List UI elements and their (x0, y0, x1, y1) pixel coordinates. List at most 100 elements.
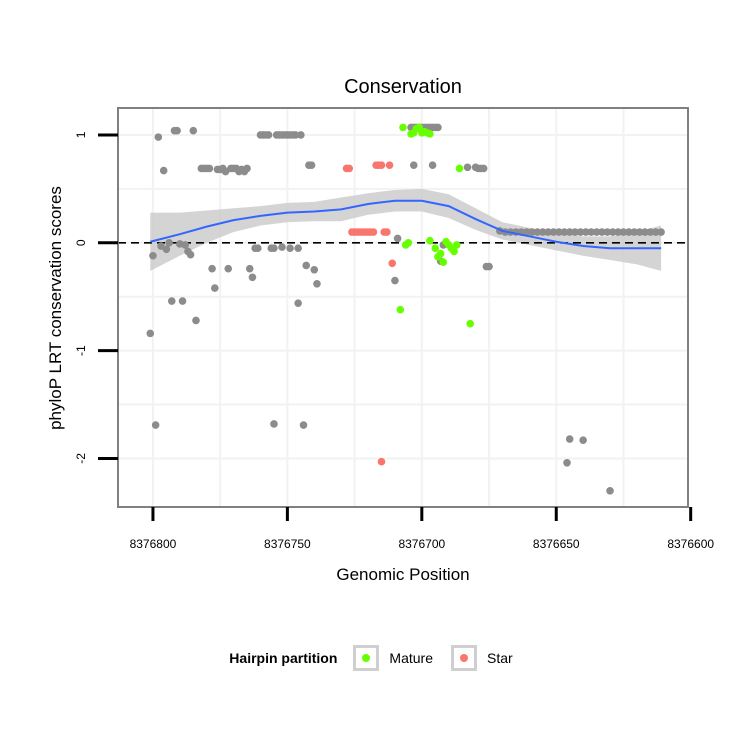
point-other (192, 316, 200, 325)
point-other (313, 279, 321, 288)
point-other (167, 297, 176, 305)
point-mature (455, 164, 464, 173)
point-other (522, 228, 531, 236)
point-other (619, 228, 628, 236)
point-other (565, 435, 574, 443)
chart-title: Conservation (344, 76, 462, 98)
point-other (549, 228, 558, 236)
point-other (428, 161, 437, 169)
point-other (565, 228, 574, 236)
y-axis-label: phyloP LRT conservation scores (46, 186, 65, 430)
point-other (393, 234, 402, 243)
point-mature (426, 130, 434, 138)
point-other (178, 297, 187, 305)
point-star (377, 457, 386, 466)
legend-key-star (451, 645, 477, 671)
point-other (270, 420, 278, 428)
point-star (385, 161, 394, 169)
point-other (146, 329, 155, 338)
point-other (463, 163, 472, 172)
y-tick-label: 1 (74, 131, 88, 138)
point-other (592, 228, 601, 236)
point-other (606, 487, 614, 495)
point-other (286, 244, 294, 252)
point-mature (396, 305, 405, 314)
point-other (307, 161, 316, 169)
legend-dot-star (460, 654, 468, 662)
point-other (391, 276, 399, 285)
chart-svg: Conservation 8376800 8376750 8376700 837665… (46, 76, 714, 584)
point-other (248, 273, 257, 282)
point-star (369, 228, 378, 236)
y-tick-label: 0 (74, 239, 88, 246)
point-star (383, 228, 391, 236)
x-tick-label: 8376750 (264, 537, 311, 551)
point-other (186, 250, 195, 259)
point-other (625, 228, 633, 236)
point-other (563, 458, 571, 467)
point-other (208, 264, 216, 273)
point-mature (466, 319, 475, 328)
point-other (641, 228, 649, 236)
point-other (651, 228, 660, 236)
point-mature (431, 244, 440, 252)
x-tick-label: 8376700 (398, 537, 445, 551)
point-other (635, 228, 644, 236)
point-other (151, 421, 160, 429)
point-other (270, 244, 278, 252)
point-mature (399, 123, 407, 132)
point-other (571, 228, 579, 236)
point-star (345, 164, 354, 173)
point-mature (436, 249, 445, 258)
point-other (159, 166, 168, 175)
point-other (560, 228, 569, 236)
point-other (528, 228, 536, 236)
point-other (479, 164, 488, 173)
point-other (254, 244, 262, 252)
point-other (210, 284, 219, 292)
y-tick-label: -2 (74, 453, 88, 464)
point-other (297, 131, 305, 139)
x-tick-label: 8376600 (667, 537, 714, 551)
legend-title: Hairpin partition (229, 650, 338, 666)
point-other (299, 421, 308, 429)
confidence-ribbon (150, 188, 662, 271)
point-other (587, 228, 596, 236)
point-other (533, 228, 542, 236)
point-other (608, 228, 617, 236)
point-star (377, 161, 386, 169)
point-other (614, 228, 622, 236)
legend-label-mature: Mature (389, 650, 433, 666)
point-other (173, 126, 181, 135)
point-other (598, 228, 606, 236)
point-mature (439, 258, 448, 267)
point-other (582, 228, 590, 236)
x-tick-label: 8376650 (533, 537, 580, 551)
point-other (294, 299, 302, 307)
point-other (278, 243, 286, 251)
point-other (555, 228, 563, 236)
legend-key-mature (353, 645, 380, 671)
plot-border (117, 107, 689, 508)
point-other (657, 228, 665, 236)
point-other (302, 261, 311, 270)
point-mature (450, 247, 458, 256)
point-other (485, 262, 493, 271)
point-other (630, 228, 639, 236)
point-other (243, 164, 251, 173)
point-other (539, 228, 547, 236)
point-other (154, 133, 163, 141)
legend-dot-mature (362, 654, 371, 662)
point-other (579, 436, 587, 444)
point-other (294, 244, 302, 252)
legend: Hairpin partition Mature Star (0, 640, 750, 676)
point-other (544, 228, 552, 236)
y-tick-label: -1 (74, 345, 88, 356)
point-other (162, 245, 171, 254)
point-mature (452, 241, 461, 249)
point-mature (426, 236, 434, 245)
point-mature (404, 238, 413, 247)
x-axis-label: Genomic Position (336, 565, 469, 584)
point-other (576, 228, 585, 236)
